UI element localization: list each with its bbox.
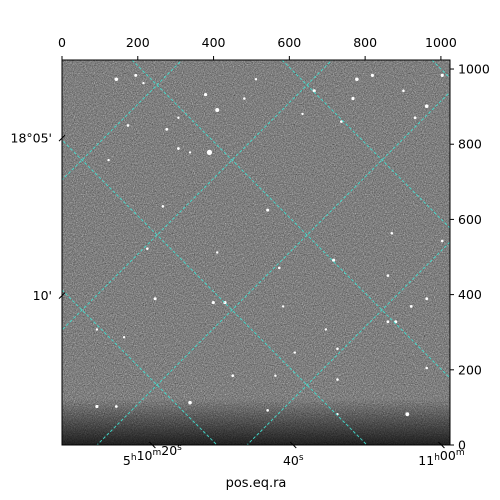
star-6 bbox=[206, 149, 213, 155]
star-46 bbox=[122, 336, 126, 339]
right-tick-label-1: 200 bbox=[458, 362, 482, 377]
dec-tick-0 bbox=[58, 134, 66, 142]
star-12 bbox=[370, 73, 374, 77]
star-27 bbox=[211, 300, 215, 305]
top-tick-label-4: 800 bbox=[353, 35, 377, 50]
star-48 bbox=[425, 366, 429, 370]
star-22 bbox=[277, 266, 281, 270]
star-37 bbox=[231, 374, 235, 378]
star-15 bbox=[413, 116, 417, 120]
star-30 bbox=[324, 328, 328, 331]
star-31 bbox=[386, 320, 390, 324]
star-39 bbox=[336, 378, 339, 381]
ra-grid-line-1 bbox=[62, 139, 368, 445]
star-29 bbox=[281, 305, 285, 308]
star-18 bbox=[340, 120, 343, 123]
ra-tick-1 bbox=[289, 441, 297, 449]
x-axis-label: pos.eq.ra bbox=[226, 476, 287, 491]
bottom-ra-axis: 5h10m20s 40s 11h00m bbox=[123, 441, 465, 468]
star-14 bbox=[424, 104, 429, 108]
star-52 bbox=[301, 112, 304, 116]
ra-tick-label-2: 11h00m bbox=[418, 448, 464, 468]
top-tick-label-0: 0 bbox=[58, 35, 66, 50]
sky-image bbox=[62, 60, 450, 445]
top-tick-label-5: 1000 bbox=[425, 35, 457, 50]
star-32 bbox=[409, 305, 413, 308]
ra-grid-line-0 bbox=[62, 289, 218, 445]
star-10 bbox=[351, 96, 355, 101]
star-41 bbox=[114, 405, 118, 408]
dec-tick-label-0: 18°05' bbox=[11, 131, 53, 146]
top-pixel-axis: 0 200 400 600 800 1000 bbox=[58, 35, 457, 60]
right-tick-label-2: 400 bbox=[458, 287, 482, 302]
ra-tick-0 bbox=[149, 441, 156, 449]
star-24 bbox=[386, 274, 390, 277]
star-23 bbox=[332, 258, 336, 262]
star-51 bbox=[254, 78, 258, 81]
star-21 bbox=[146, 247, 149, 250]
star-13 bbox=[402, 89, 405, 93]
dec-grid-line-4 bbox=[246, 241, 450, 445]
ra-grid-line-2 bbox=[131, 60, 450, 379]
star-55 bbox=[142, 81, 145, 85]
star-42 bbox=[188, 400, 192, 405]
right-tick-label-0: 0 bbox=[458, 438, 466, 453]
star-43 bbox=[266, 409, 269, 412]
star-53 bbox=[390, 231, 394, 235]
star-7 bbox=[177, 147, 180, 150]
star-20 bbox=[161, 205, 165, 208]
star-markers bbox=[95, 73, 444, 417]
star-54 bbox=[440, 239, 444, 243]
star-50 bbox=[243, 97, 246, 100]
dec-grid-line-0 bbox=[0, 60, 32, 460]
star-9 bbox=[312, 89, 316, 93]
star-16 bbox=[440, 73, 444, 77]
dec-tick-label-1: 10' bbox=[33, 288, 52, 303]
star-26 bbox=[153, 297, 157, 301]
star-1 bbox=[134, 73, 138, 77]
star-5 bbox=[165, 127, 169, 131]
world-coordinate-grid bbox=[0, 60, 450, 460]
top-tick-label-2: 400 bbox=[202, 35, 226, 50]
star-49 bbox=[107, 158, 110, 162]
left-dec-axis: 18°05' 10' bbox=[11, 131, 66, 303]
ra-tick-label-1: 40s bbox=[283, 453, 304, 468]
top-tick-label-1: 200 bbox=[126, 35, 150, 50]
right-tick-label-4: 800 bbox=[458, 137, 482, 152]
dec-grid-line-2 bbox=[62, 60, 333, 331]
dec-tick-1 bbox=[58, 292, 66, 299]
right-tick-label-3: 600 bbox=[458, 212, 482, 227]
dec-grid-line-1 bbox=[62, 60, 183, 181]
right-pixel-axis: 0 200 400 600 800 1000 bbox=[450, 62, 490, 453]
star-25 bbox=[216, 251, 219, 254]
plot-frame bbox=[61, 59, 451, 446]
star-33 bbox=[425, 297, 429, 301]
star-19 bbox=[266, 208, 270, 212]
star-17 bbox=[126, 124, 130, 127]
ra-tick-2 bbox=[438, 441, 445, 449]
star-2 bbox=[203, 93, 208, 97]
star-38 bbox=[274, 374, 277, 377]
star-3 bbox=[215, 108, 220, 113]
ra-tick-label-0: 5h10m20s bbox=[123, 443, 182, 468]
star-47 bbox=[95, 328, 99, 331]
star-45 bbox=[405, 412, 410, 417]
right-tick-label-5: 1000 bbox=[458, 62, 490, 77]
dec-grid-line-3 bbox=[96, 91, 450, 445]
star-8 bbox=[188, 151, 192, 154]
star-40 bbox=[95, 404, 99, 409]
star-4 bbox=[177, 116, 180, 119]
star-36 bbox=[293, 351, 296, 354]
top-tick-label-3: 600 bbox=[277, 35, 301, 50]
star-11 bbox=[355, 77, 359, 82]
star-35 bbox=[336, 347, 339, 351]
star-0 bbox=[114, 77, 119, 82]
